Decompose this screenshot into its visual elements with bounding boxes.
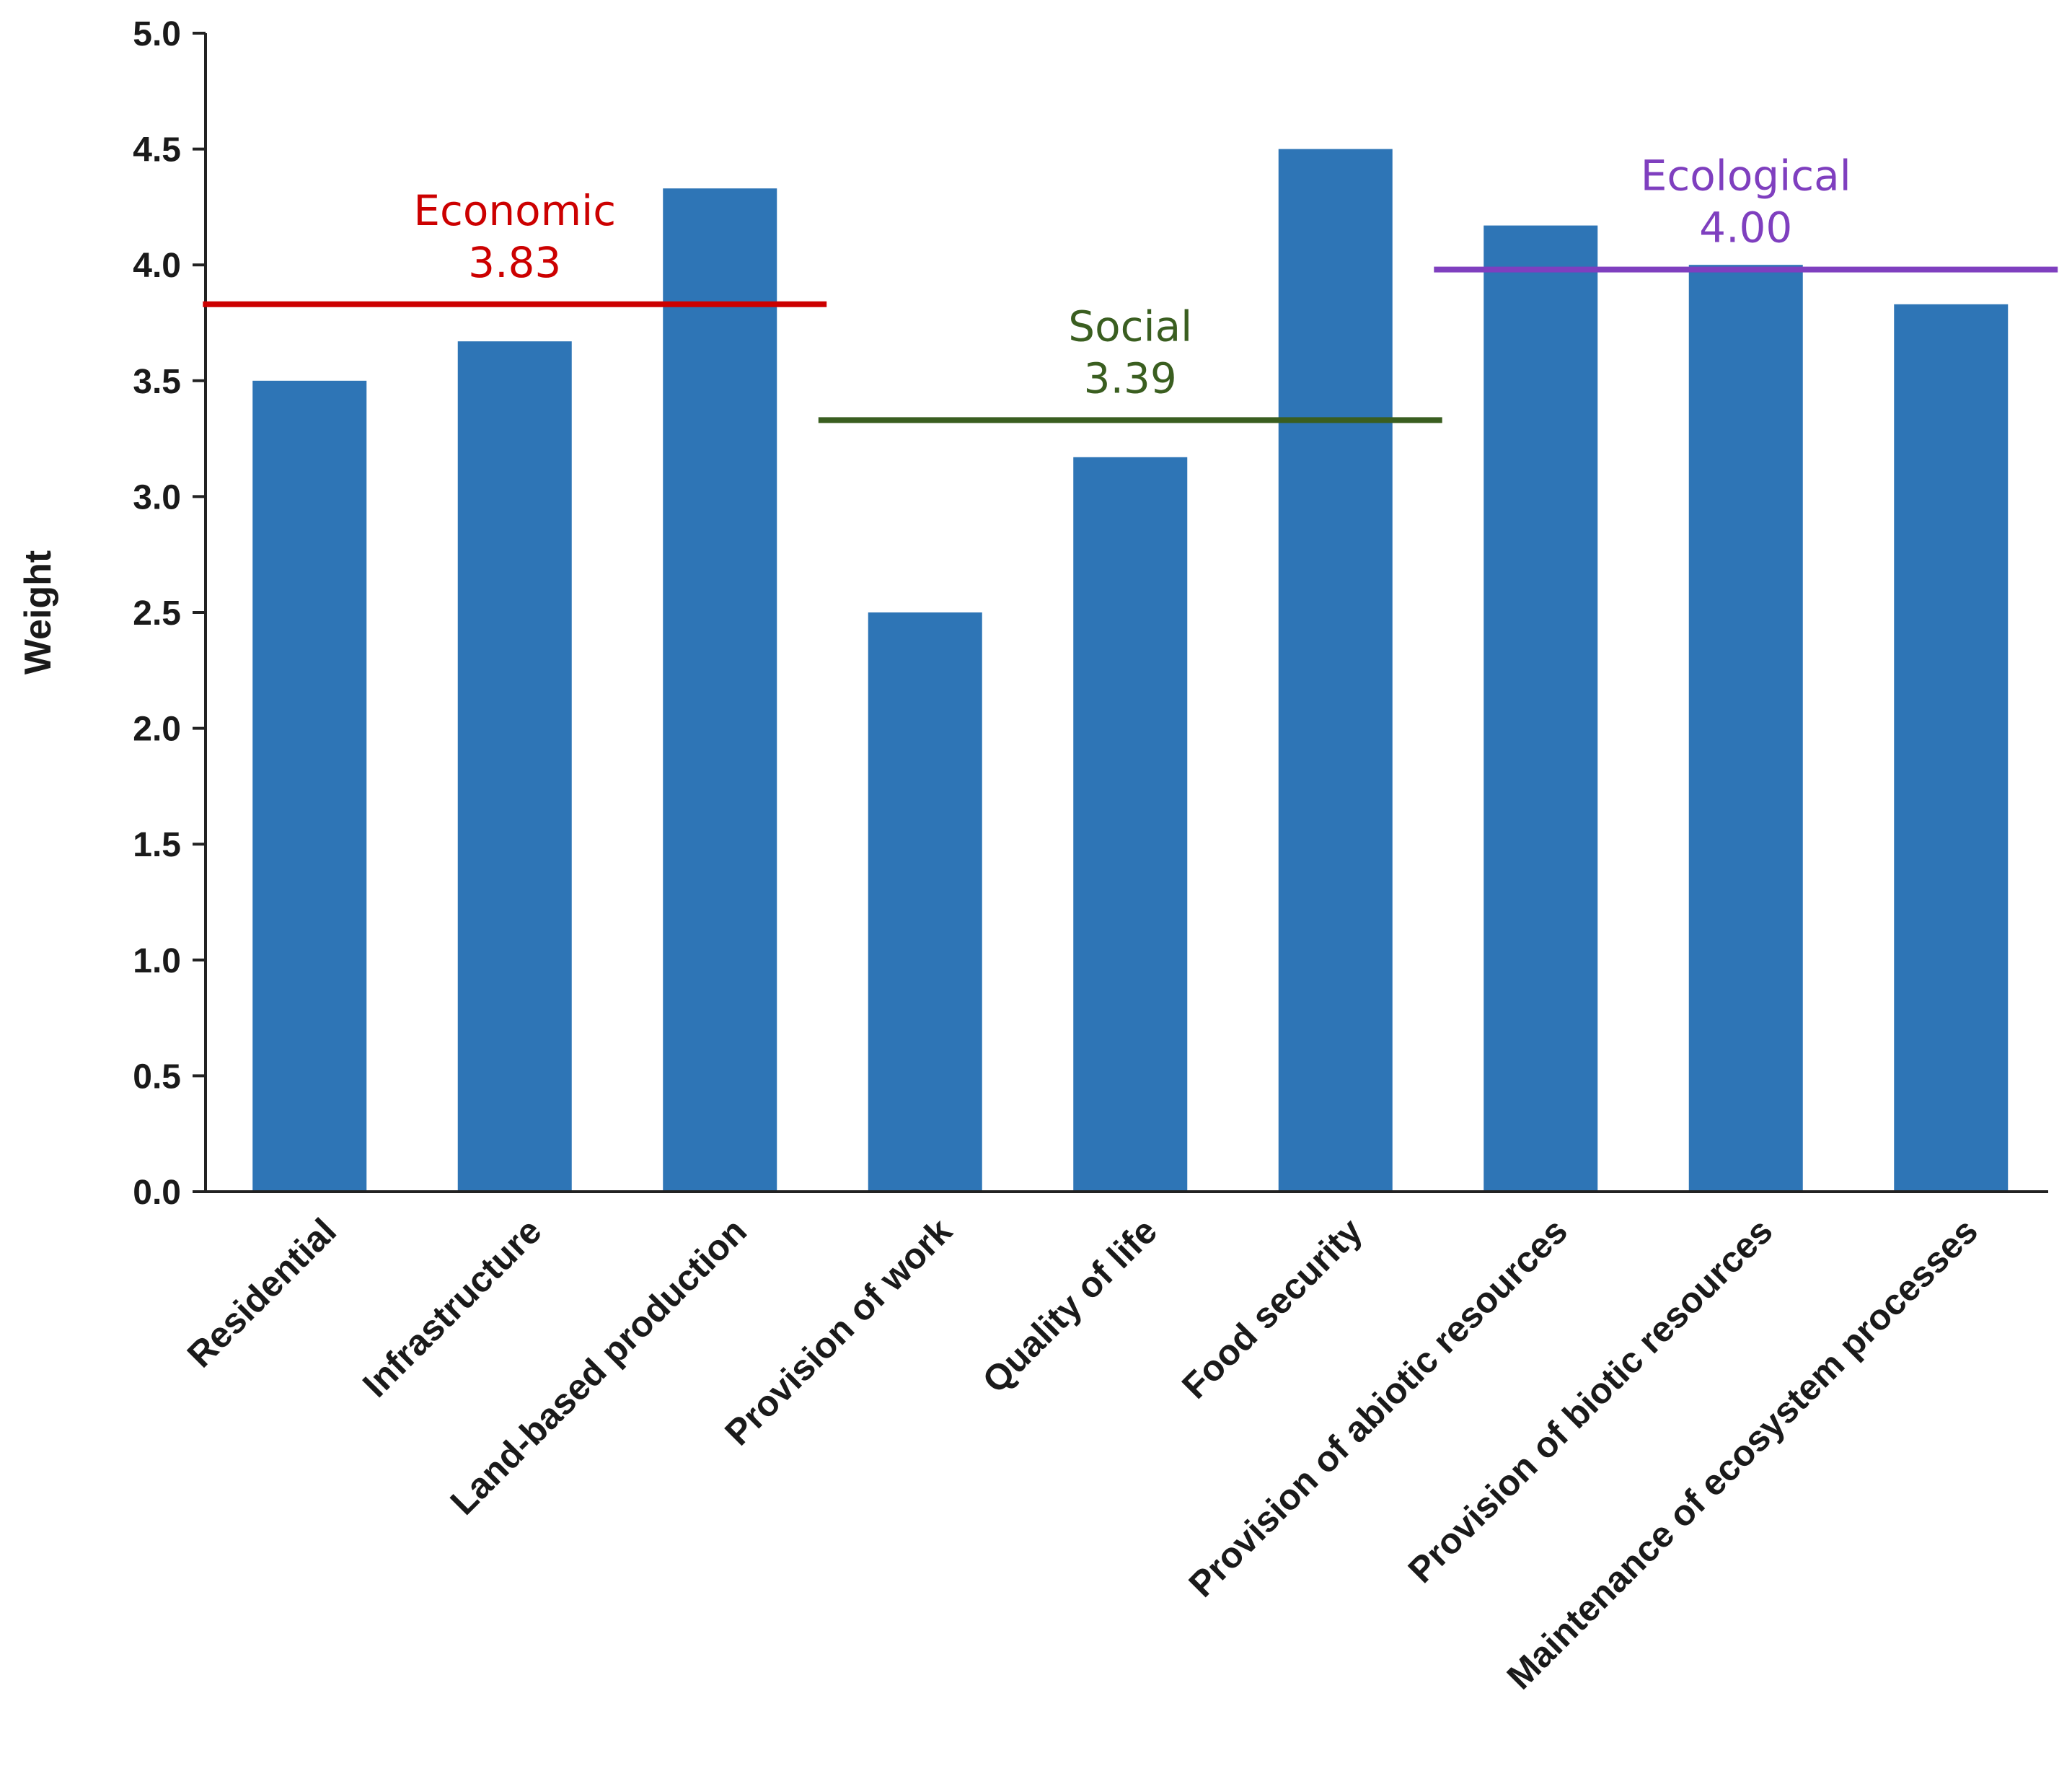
bar-7 xyxy=(1484,225,1598,1192)
y-tick-label: 2.0 xyxy=(133,711,181,749)
y-tick-label: 4.5 xyxy=(133,131,181,170)
x-category-label: Food security xyxy=(1174,1210,1370,1407)
bar-5 xyxy=(1073,457,1188,1192)
y-tick-label: 1.0 xyxy=(133,942,181,980)
bar-6 xyxy=(1278,149,1393,1192)
y-tick-label: 4.0 xyxy=(133,247,181,285)
bar-9 xyxy=(1894,304,2009,1192)
group-value-social: 3.39 xyxy=(1084,353,1177,403)
bar-8 xyxy=(1688,265,1803,1192)
group-name-economic: Economic xyxy=(413,186,616,235)
bar-3 xyxy=(663,188,777,1192)
x-category-label: Provision of biotic resources xyxy=(1401,1210,1781,1591)
x-category-label: Maintenance of ecosystem processes xyxy=(1499,1210,1985,1697)
y-tick-label: 5.0 xyxy=(133,15,181,53)
y-tick-label: 0.0 xyxy=(133,1174,181,1212)
group-name-social: Social xyxy=(1068,302,1192,351)
group-name-ecological: Ecological xyxy=(1641,151,1851,201)
x-category-label: Infrastructure xyxy=(355,1210,549,1404)
y-tick-label: 0.5 xyxy=(133,1058,181,1096)
x-category-label: Provision of work xyxy=(717,1210,959,1453)
group-value-economic: 3.83 xyxy=(468,238,561,287)
y-tick-label: 1.5 xyxy=(133,826,181,864)
bar-4 xyxy=(868,612,982,1192)
y-axis-title: Weight xyxy=(17,550,59,674)
y-tick-label: 3.0 xyxy=(133,478,181,516)
x-category-label: Residential xyxy=(180,1210,344,1375)
group-value-ecological: 4.00 xyxy=(1699,203,1792,252)
x-category-label: Provision of abiotic resources xyxy=(1181,1210,1576,1605)
bar-2 xyxy=(457,341,572,1192)
bar-1 xyxy=(252,380,367,1192)
y-tick-label: 3.5 xyxy=(133,363,181,401)
x-category-label: Quality of life xyxy=(974,1210,1165,1401)
y-tick-label: 2.5 xyxy=(133,594,181,633)
